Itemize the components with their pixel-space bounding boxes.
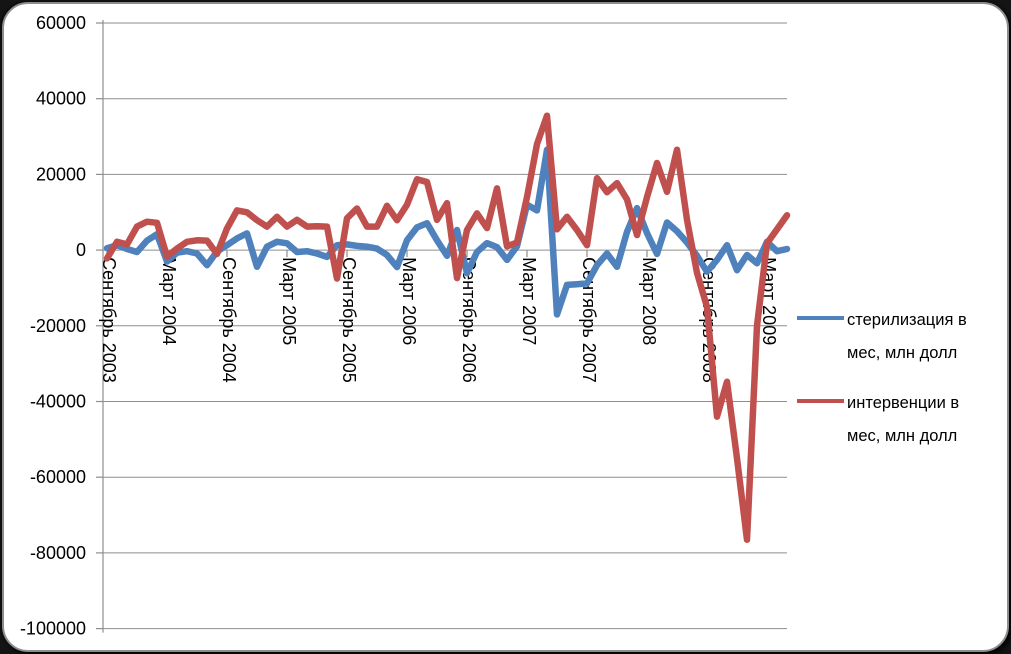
legend-label-interventions: интервенции в мес, млн долл [847, 387, 959, 453]
legend-label-line: мес, млн долл [847, 427, 958, 445]
x-axis-label: Март 2004 [159, 257, 179, 345]
legend: стерилизация в мес, млн долл интервенции… [797, 304, 1009, 470]
y-axis-label: 40000 [36, 89, 86, 109]
x-axis-label: Март 2005 [279, 257, 299, 345]
x-axis-label: Сентябрь 2005 [339, 257, 359, 383]
x-axis-label: Март 2006 [399, 257, 419, 345]
y-axis-label: 20000 [36, 164, 86, 184]
x-axis-label: Март 2007 [519, 257, 539, 345]
legend-label-line: мес, млн долл [847, 344, 958, 362]
legend-label-line: стерилизация в [847, 311, 967, 329]
legend-swatch-sterilization [797, 316, 844, 320]
y-axis-label: -100000 [20, 619, 86, 639]
legend-item-interventions: интервенции в мес, млн долл [797, 387, 1009, 453]
x-axis-label: Сентябрь 2006 [459, 257, 479, 383]
legend-label-sterilization: стерилизация в мес, млн долл [847, 304, 967, 370]
x-axis-label: Сентябрь 2004 [219, 257, 239, 383]
y-axis-label: 60000 [36, 13, 86, 33]
series-line-interventions [103, 112, 791, 543]
y-axis-label: -80000 [30, 543, 86, 563]
y-axis-label: -60000 [30, 467, 86, 487]
legend-item-sterilization: стерилизация в мес, млн долл [797, 304, 1009, 370]
y-axis-label: 0 [76, 240, 86, 260]
x-axis-label: Март 2008 [639, 257, 659, 345]
x-axis-label: Сентябрь 2007 [579, 257, 599, 383]
x-axis-label: Сентябрь 2003 [99, 257, 119, 383]
y-axis-label: -40000 [30, 392, 86, 412]
y-axis-label: -20000 [30, 316, 86, 336]
legend-label-line: интервенции в [847, 394, 960, 412]
legend-swatch-interventions [797, 399, 844, 403]
